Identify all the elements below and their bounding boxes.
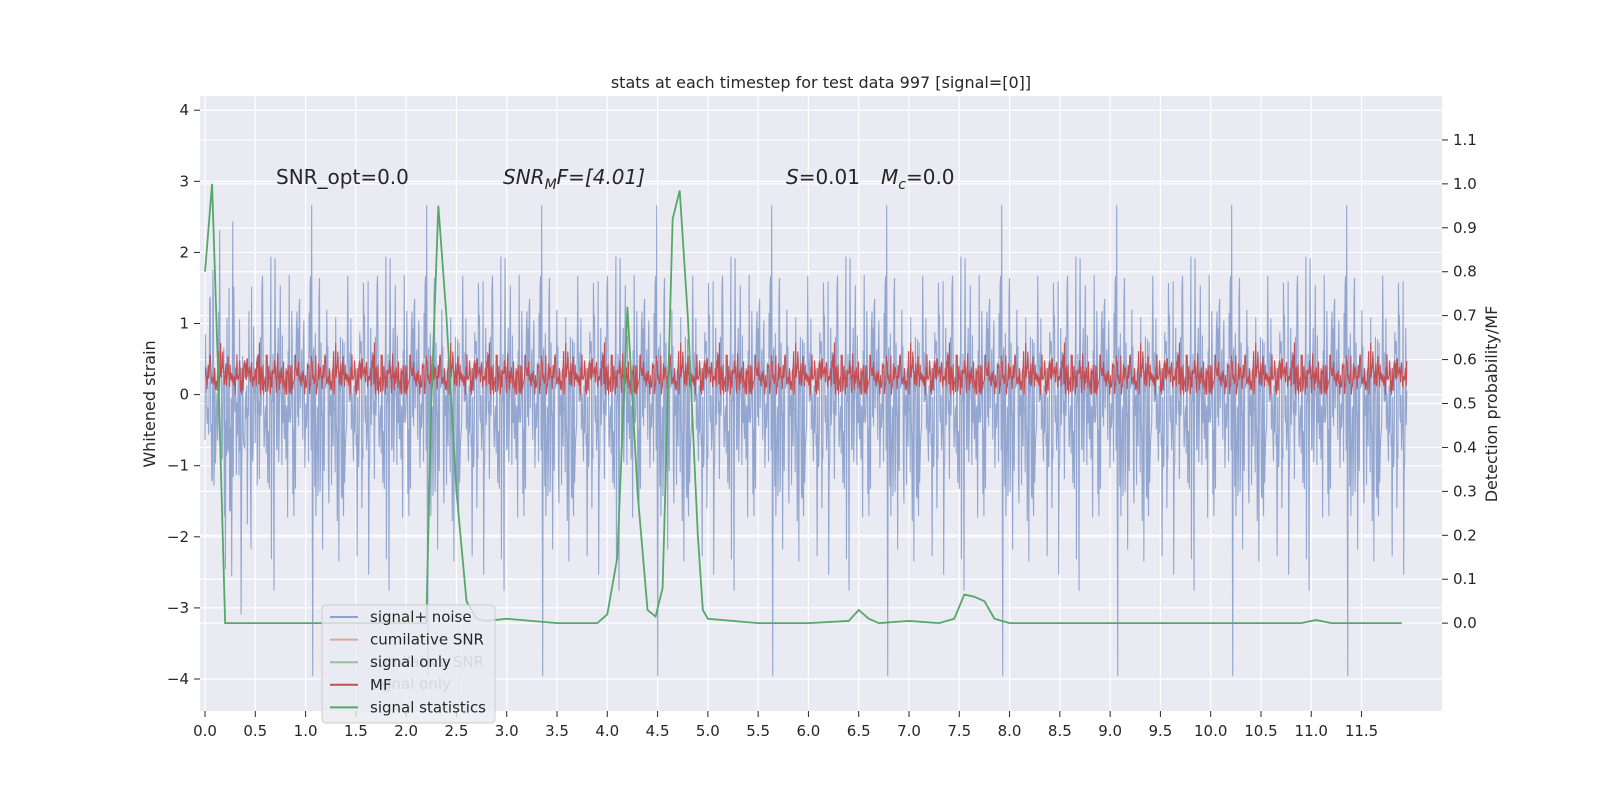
y-left-tick-label-2: 2 <box>179 243 189 261</box>
x-axis: 0.0 0.5 1.0 1.5 2.0 2.5 3.0 3.5 4.0 4.5 5.0 5.5 6.0 6… <box>193 711 1378 740</box>
legend-label-0: signal+ noise <box>370 608 472 626</box>
x-tick-label-0: 0.0 <box>193 722 217 740</box>
x-tick-label-7: 3.5 <box>545 722 569 740</box>
line-mf <box>204 342 1408 395</box>
annotation-mc: Mc=0.0 <box>881 165 955 193</box>
y-axis-left-label: Whitened strain <box>140 340 159 467</box>
annotation-snr-mf: SNRMF=[4.01] <box>503 165 645 193</box>
x-tick-label-3: 1.5 <box>344 722 368 740</box>
series-signal-noise <box>204 205 1408 677</box>
legend-label-2: signal only <box>370 653 451 671</box>
y-right-tick-label-8: 0.3 <box>1453 482 1477 500</box>
legend-frame <box>321 604 496 724</box>
chart-title: stats at each timestep for test data 997… <box>611 73 1031 92</box>
x-tick-label-18: 9.0 <box>1098 722 1122 740</box>
x-tick-label-16: 8.0 <box>998 722 1022 740</box>
legend-ghost-label-1: signal only <box>370 675 451 693</box>
x-tick-label-2: 1.0 <box>294 722 318 740</box>
y-right-tick-label-6: 0.5 <box>1453 395 1477 413</box>
x-tick-label-19: 9.5 <box>1148 722 1172 740</box>
y-left-tick-label-5: −1 <box>167 457 189 475</box>
y-right-tick-label-3: 0.8 <box>1453 263 1477 281</box>
annotation-snr-opt: SNR_opt=0.0 <box>276 165 409 189</box>
y-left-tick-label-4: 0 <box>179 386 189 404</box>
annotation-s: S=0.01 <box>786 165 860 189</box>
x-tick-label-9: 4.5 <box>646 722 670 740</box>
y-right-tick-label-9: 0.2 <box>1453 526 1477 544</box>
x-tick-label-22: 11.0 <box>1295 722 1328 740</box>
x-tick-label-15: 7.5 <box>947 722 971 740</box>
x-tick-label-14: 7.0 <box>897 722 921 740</box>
y-axis-right-label: Detection probability/MF <box>1482 306 1501 503</box>
line-signal-noise <box>204 205 1408 677</box>
y-right-tick-label-10: 0.1 <box>1453 570 1477 588</box>
x-tick-label-21: 10.5 <box>1244 722 1277 740</box>
y-left-tick-label-8: −4 <box>167 670 189 688</box>
legend-ghost-label-0: cumilative SNR <box>370 653 484 671</box>
y-right-tick-label-5: 0.6 <box>1453 351 1477 369</box>
y-right-tick-label-1: 1.0 <box>1453 175 1477 193</box>
y-axis-left: 4 3 2 1 0 −1 −2 −3 −4 <box>167 101 200 688</box>
x-tick-label-23: 11.5 <box>1345 722 1378 740</box>
y-right-tick-label-2: 0.9 <box>1453 219 1477 237</box>
legend-label-4: signal statistics <box>370 698 486 716</box>
x-tick-label-5: 2.5 <box>445 722 469 740</box>
y-right-tick-label-0: 1.1 <box>1453 131 1477 149</box>
y-left-tick-label-6: −2 <box>167 528 189 546</box>
x-tick-label-12: 6.0 <box>796 722 820 740</box>
y-left-tick-label-7: −3 <box>167 599 189 617</box>
y-right-tick-label-11: 0.0 <box>1453 614 1477 632</box>
x-tick-label-17: 8.5 <box>1048 722 1072 740</box>
x-tick-label-6: 3.0 <box>495 722 519 740</box>
legend-label-3: MF <box>370 676 392 694</box>
y-left-tick-label-3: 1 <box>179 315 189 333</box>
y-axis-right: 1.1 1.0 0.9 0.8 0.7 0.6 0.5 0.4 0.3 0.2 0.1 0.0 <box>1442 131 1477 632</box>
y-left-tick-label-0: 4 <box>179 101 189 119</box>
y-right-tick-label-4: 0.7 <box>1453 307 1477 325</box>
x-tick-label-11: 5.5 <box>746 722 770 740</box>
series-mf <box>204 342 1408 395</box>
x-tick-label-20: 10.0 <box>1194 722 1227 740</box>
y-left-tick-label-1: 3 <box>179 172 189 190</box>
x-tick-label-8: 4.0 <box>595 722 619 740</box>
x-tick-label-4: 2.0 <box>394 722 418 740</box>
x-tick-label-10: 5.0 <box>696 722 720 740</box>
x-tick-label-1: 0.5 <box>243 722 267 740</box>
legend-label-1: cumilative SNR <box>370 631 484 649</box>
x-tick-label-13: 6.5 <box>847 722 871 740</box>
y-right-tick-label-7: 0.4 <box>1453 438 1477 456</box>
